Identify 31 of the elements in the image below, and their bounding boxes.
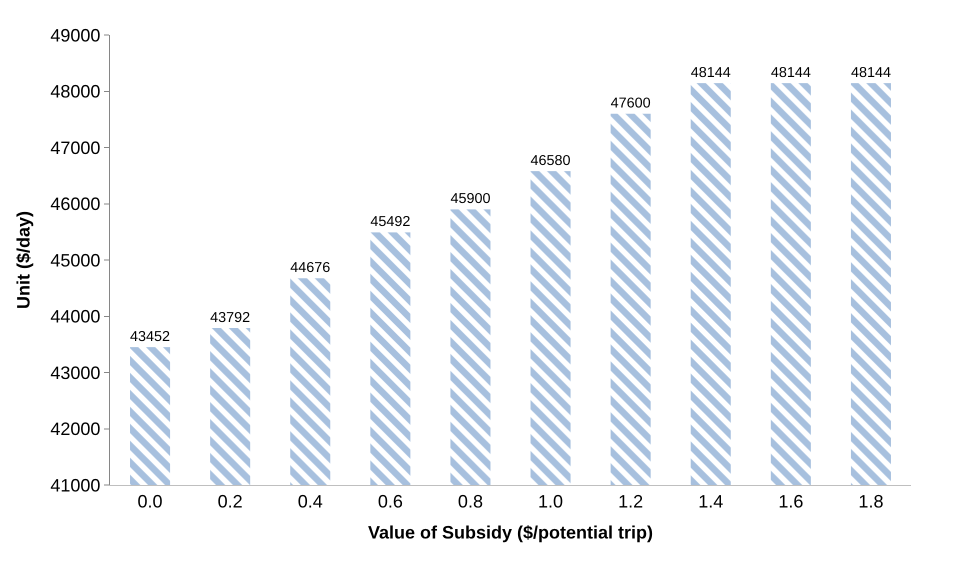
y-axis-title: Unit ($/day)	[14, 210, 34, 310]
data-label: 48144	[770, 64, 811, 81]
data-label: 44676	[290, 260, 330, 276]
x-tick-label: 1.8	[858, 492, 884, 512]
x-tick-label: 1.6	[778, 492, 804, 512]
data-label: 43452	[130, 328, 170, 345]
x-tick-label: 0.2	[218, 492, 243, 512]
data-label: 43792	[210, 310, 250, 326]
y-tick-label: 41000	[50, 475, 100, 496]
data-label: 47600	[610, 96, 651, 112]
x-tick-label: 0.6	[378, 492, 403, 512]
x-tick-label: 1.2	[618, 492, 644, 512]
data-label: 45900	[450, 191, 490, 208]
y-tick-label: 48000	[50, 82, 100, 102]
data-label: 48144	[850, 64, 891, 81]
data-label: 48144	[690, 64, 731, 81]
y-tick-label: 46000	[50, 194, 100, 214]
y-tick-label: 45000	[50, 250, 100, 270]
y-tick-label: 49000	[50, 25, 100, 46]
y-tick-label: 43000	[50, 362, 100, 383]
data-label: 46580	[530, 152, 571, 169]
x-axis-title: Value of Subsidy ($/potential trip)	[368, 522, 654, 543]
x-tick-label: 0.4	[298, 492, 323, 512]
x-tick-label: 0.8	[458, 492, 483, 512]
x-tick-label: 1.4	[698, 492, 724, 512]
y-tick-label: 47000	[50, 138, 100, 158]
x-tick-label: 0.0	[138, 492, 163, 512]
y-tick-label: 44000	[50, 306, 100, 327]
y-tick-label: 42000	[50, 419, 100, 440]
x-tick-label: 1.0	[538, 492, 564, 512]
data-label: 45492	[370, 214, 410, 230]
